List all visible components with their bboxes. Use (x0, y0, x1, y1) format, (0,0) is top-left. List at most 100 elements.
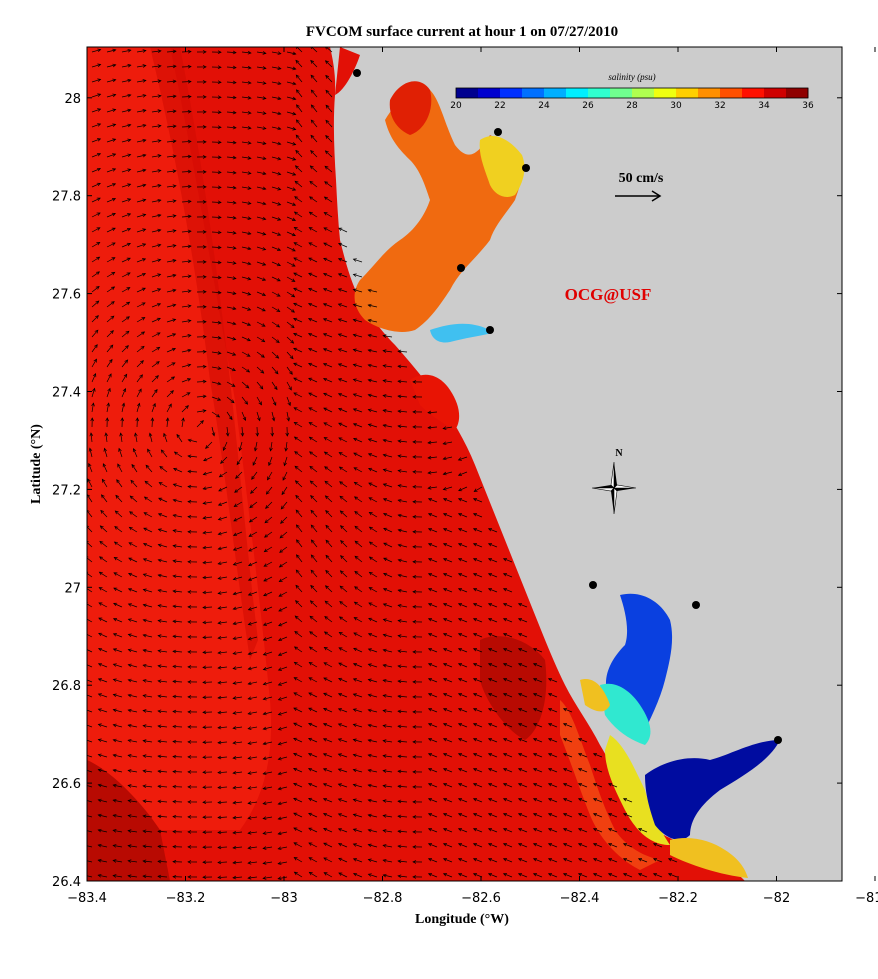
current-vector-head (487, 828, 493, 832)
current-vector (458, 648, 468, 653)
current-vector (293, 812, 303, 818)
current-vector (324, 196, 333, 203)
current-vector-head (247, 65, 252, 70)
current-vector-head (277, 786, 282, 791)
current-vector (368, 814, 378, 818)
current-vector (143, 815, 153, 818)
current-vector (563, 783, 573, 788)
current-vector (234, 501, 243, 507)
current-vector-head (622, 813, 628, 817)
current-vector (128, 573, 138, 578)
current-vector-head (622, 858, 628, 862)
current-vector (151, 184, 161, 188)
current-vector-head (322, 783, 327, 787)
current-vector (308, 422, 318, 428)
current-vector-head (276, 262, 281, 267)
current-vector (248, 606, 258, 611)
map-frame (86, 46, 843, 882)
current-vector (338, 678, 348, 683)
current-vector (294, 871, 303, 878)
current-vector-head (293, 707, 298, 711)
current-vector-head (607, 828, 613, 832)
current-vector (128, 618, 138, 623)
current-vector (106, 242, 116, 248)
current-vector-head (457, 828, 463, 832)
current-vector (443, 873, 453, 878)
current-vector (296, 89, 303, 98)
current-vector-head (247, 801, 252, 805)
current-vector (271, 96, 281, 100)
current-vector (151, 259, 161, 263)
current-vector (91, 212, 101, 218)
current-vector (166, 333, 176, 338)
current-vector (593, 828, 603, 833)
current-vector-head (607, 798, 613, 802)
current-vector-head (308, 857, 313, 861)
current-vector-head (277, 726, 282, 731)
current-vector (383, 755, 393, 758)
current-vector (106, 301, 115, 308)
current-vector (383, 634, 393, 638)
current-vector-head (427, 633, 433, 637)
current-vector (248, 576, 258, 581)
current-vector-head (427, 753, 433, 757)
current-vector-head (187, 499, 192, 504)
current-vector (172, 711, 183, 713)
current-vector (256, 126, 266, 130)
current-vector-head (141, 272, 147, 277)
current-vector (121, 154, 131, 158)
current-vector (256, 156, 266, 160)
current-vector (323, 842, 333, 848)
current-vector-head (172, 64, 177, 69)
current-vector-head (427, 858, 433, 862)
current-vector (196, 395, 206, 398)
current-vector-head (202, 140, 207, 144)
current-vector (241, 96, 251, 99)
current-vector (181, 418, 184, 428)
current-vector-head (142, 603, 147, 608)
current-vector-head (457, 573, 463, 577)
current-vector (428, 543, 438, 548)
current-vector-head (228, 416, 233, 421)
current-vector (286, 66, 296, 70)
current-vector (338, 828, 348, 833)
current-vector-head (157, 844, 162, 849)
current-vector-head (202, 185, 207, 189)
current-vector-head (217, 366, 222, 370)
current-vector (218, 531, 228, 535)
current-vector-head (127, 648, 132, 653)
current-vector-head (325, 104, 330, 109)
current-vector-head (442, 426, 447, 430)
current-vector-head (157, 243, 162, 248)
current-vector-head (157, 694, 162, 699)
current-vector (353, 739, 363, 743)
current-vector (428, 441, 438, 444)
current-vector-head (562, 858, 568, 862)
current-vector-head (367, 783, 372, 788)
current-vector (248, 696, 258, 700)
current-vector (151, 95, 161, 98)
current-vector (623, 798, 633, 803)
current-vector-head (487, 843, 493, 847)
current-vector-head (652, 873, 658, 877)
current-vector (353, 843, 363, 848)
current-vector (158, 620, 168, 623)
current-vector (158, 815, 168, 818)
current-vector-head (127, 48, 132, 53)
current-vector (113, 694, 123, 698)
current-vector (121, 79, 131, 83)
current-vector (286, 276, 295, 282)
current-vector (398, 875, 408, 878)
current-vector (398, 455, 408, 458)
current-vector (128, 875, 138, 878)
current-vector (151, 65, 161, 68)
current-vector-head (157, 784, 162, 789)
current-vector-head (112, 798, 117, 803)
current-vector (211, 396, 221, 401)
current-vector-head (218, 487, 223, 492)
current-vector (323, 708, 333, 713)
current-vector (166, 200, 176, 203)
current-vector-head (517, 783, 523, 787)
current-vector (241, 366, 250, 373)
